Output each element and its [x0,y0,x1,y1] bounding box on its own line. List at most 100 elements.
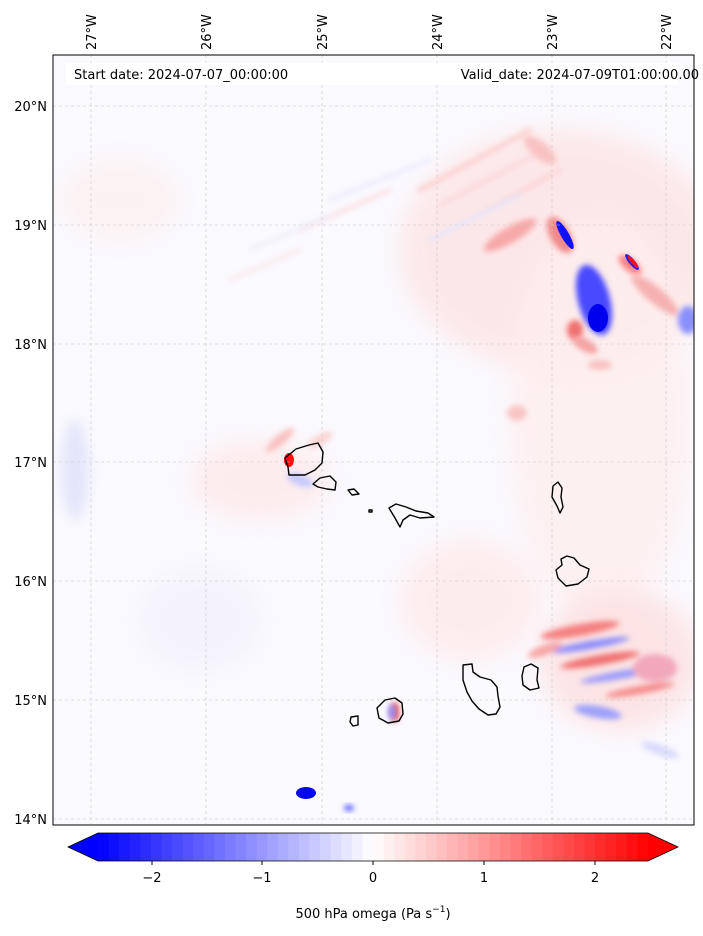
island-santo-antao [284,442,324,476]
colorbar-segment [457,833,469,861]
lat-tick-label: 15°N [14,694,47,709]
colorbar-segment [161,833,173,861]
island-fogo [376,697,404,724]
island-raso [368,509,373,513]
valid-date-text: Valid_date: 2024-07-09T01:00:00.00 [461,68,699,83]
colorbar-segment [320,833,332,861]
colorbar-segment [235,833,247,861]
lon-tick-label: 27°W [85,14,100,50]
colorbar-segment [468,833,480,861]
lat-tick-label: 17°N [14,456,47,471]
colorbar-segment [542,833,554,861]
colorbar-segment [129,833,141,861]
colorbar-tick-label: −2 [142,871,161,886]
colorbar-segment [288,833,300,861]
colorbar-segment [351,833,364,861]
colorbar-segment [563,833,575,861]
colorbar-segment [425,833,438,861]
colorbar-segment [330,833,342,861]
colorbar-segment [193,833,205,861]
colorbar-segment [256,833,268,861]
colorbar-segment [616,833,628,861]
colorbar-segment [404,833,416,861]
colorbar-segment [108,833,120,861]
colorbar-segment [531,833,543,861]
lon-tick-label: 22°W [660,14,675,50]
colorbar-tick-label: 1 [480,871,488,886]
header-box [66,63,678,85]
colorbar-segment [626,833,639,861]
colorbar-segment [172,833,184,861]
lon-tick-label: 24°W [431,14,446,50]
colorbar-title-main: 500 hPa omega (Pa s [295,907,432,922]
colorbar-segment [98,833,110,861]
colorbar-title-sup: −1 [432,905,445,915]
colorbar-ticks [151,861,596,865]
omega-field [60,127,694,811]
island-sao-vicente [312,475,337,491]
colorbar-segment [595,833,607,861]
map-frame [52,54,695,826]
colorbar-segment [277,833,289,861]
island-sao-nicolau [388,503,435,528]
start-date-text: Start date: 2024-07-07_00:00:00 [74,68,288,83]
lat-tick-label: 19°N [14,219,47,234]
colorbar-segment [298,833,311,861]
lat-tick-label: 14°N [14,813,47,828]
colorbar-tick-label: −1 [252,871,271,886]
colorbar-segment [637,833,649,861]
colorbar-segment [499,833,512,861]
colorbar-segment [521,833,533,861]
colorbar-segment [119,833,131,861]
colorbar-segment [246,833,258,861]
colorbar-segment [309,833,321,861]
lon-tick-label: 25°W [316,14,331,50]
island-sal [551,481,564,514]
colorbar-segment [447,833,459,861]
colorbar-segment [415,833,427,861]
colorbar-segment [510,833,522,861]
colorbar-segment [436,833,448,861]
colorbar-segment [150,833,163,861]
colorbar-segment [394,833,406,861]
colorbar-title-end: ) [445,907,450,922]
colorbar-segment [478,833,490,861]
colorbar-tick-label: 0 [369,871,377,886]
colorbar-segment [203,833,215,861]
colorbar-segment [224,833,237,861]
coastlines [284,442,590,727]
island-santiago [462,663,501,716]
island-santa-luzia [347,488,360,496]
colorbar-segment [584,833,596,861]
island-maio [521,663,540,691]
colorbar-segment [573,833,586,861]
colorbar-title: 500 hPa omega (Pa s−1) [295,905,450,922]
colorbar-extend-max [648,833,678,861]
colorbar-segment [362,833,374,861]
colorbar-segments [98,833,649,861]
colorbar-segment [373,833,385,861]
lon-tick-labels: 27°W 26°W 25°W 24°W 23°W 22°W [85,14,675,50]
colorbar-segment [605,833,617,861]
colorbar-extend-min [68,833,98,861]
colorbar: −2 −1 0 1 2 500 hPa omega (Pa s−1) [67,832,679,922]
lat-tick-label: 18°N [14,338,47,353]
lon-tick-label: 26°W [200,14,215,50]
lat-tick-labels: 20°N 19°N 18°N 17°N 16°N 15°N 14°N [14,100,47,828]
island-boa-vista [555,555,590,587]
colorbar-segment [182,833,194,861]
lon-tick-label: 23°W [546,14,561,50]
colorbar-segment [383,833,395,861]
colorbar-segment [489,833,501,861]
lat-tick-label: 16°N [14,575,47,590]
gridlines [53,55,694,825]
lat-tick-label: 20°N [14,100,47,115]
colorbar-segment [140,833,152,861]
island-brava [349,715,359,727]
colorbar-segment [341,833,353,861]
colorbar-segment [552,833,564,861]
colorbar-outline [67,832,679,862]
colorbar-tick-label: 2 [591,871,599,886]
colorbar-segment [267,833,279,861]
